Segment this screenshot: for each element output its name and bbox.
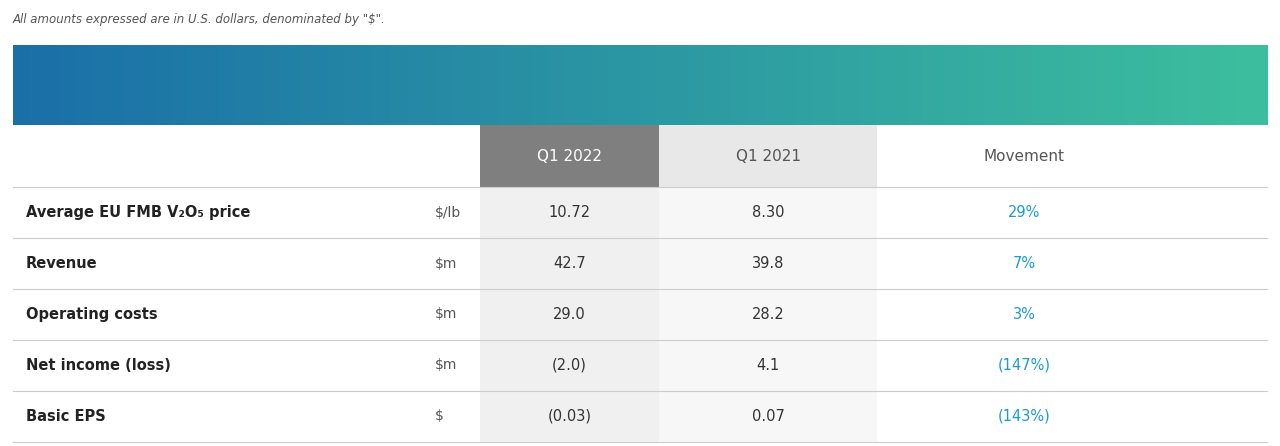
Text: (147%): (147%) [997,358,1051,373]
Text: 8.30: 8.30 [751,205,785,220]
Bar [659,238,877,289]
Text: Revenue: Revenue [26,256,97,271]
Text: Q1 2021: Q1 2021 [736,149,800,164]
Bar [659,187,877,238]
Bar [480,391,659,442]
Text: 42.7: 42.7 [553,256,586,271]
Text: Basic EPS: Basic EPS [26,409,105,424]
Text: $: $ [435,409,444,423]
Text: 29.0: 29.0 [553,307,586,322]
Text: Movement: Movement [983,149,1065,164]
Bar [659,289,877,340]
Text: 29%: 29% [1007,205,1041,220]
Text: (0.03): (0.03) [548,409,591,424]
Bar [659,340,877,391]
Text: All amounts expressed are in U.S. dollars, denominated by "$".: All amounts expressed are in U.S. dollar… [13,13,385,26]
Text: 3%: 3% [1012,307,1036,322]
Bar [659,391,877,442]
Bar [480,340,659,391]
Bar [480,289,659,340]
Text: $m: $m [435,307,457,322]
Bar [480,238,659,289]
Text: 0.07: 0.07 [751,409,785,424]
Text: Net income (loss): Net income (loss) [26,358,170,373]
Text: Operating costs: Operating costs [26,307,157,322]
Text: $m: $m [435,256,457,271]
Text: Elevated Vanadium Prices Drive Revenue Increase Despite Sales Impacts: Elevated Vanadium Prices Drive Revenue I… [210,75,1070,95]
Text: 4.1: 4.1 [756,358,780,373]
Bar [480,125,659,187]
Text: 7%: 7% [1012,256,1036,271]
Bar [659,125,877,187]
Text: (2.0): (2.0) [552,358,588,373]
Text: 39.8: 39.8 [751,256,785,271]
Text: Q1 2022: Q1 2022 [538,149,602,164]
Bar [480,187,659,238]
Text: (143%): (143%) [997,409,1051,424]
Text: 28.2: 28.2 [751,307,785,322]
Text: $m: $m [435,358,457,372]
Text: Average EU FMB V₂O₅ price: Average EU FMB V₂O₅ price [26,205,250,220]
Text: 10.72: 10.72 [549,205,590,220]
Text: $/lb: $/lb [435,206,462,220]
